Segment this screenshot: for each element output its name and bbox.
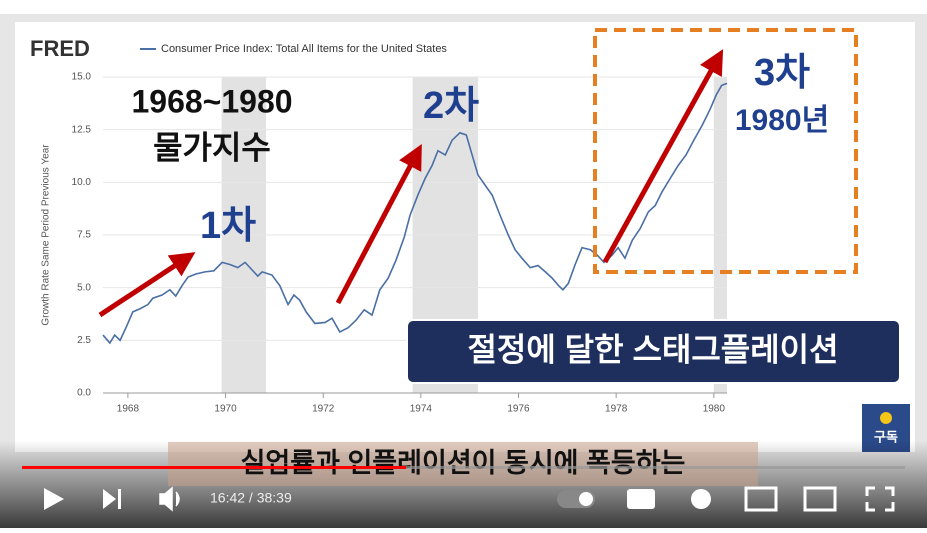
phase-label: 1차 — [200, 205, 256, 247]
x-tick-label: 1976 — [507, 404, 530, 415]
play-button[interactable] — [44, 488, 64, 510]
y-tick-label: 2.5 — [77, 335, 91, 346]
legend-label: Consumer Price Index: Total All Items fo… — [161, 43, 447, 55]
y-axis-label: Growth Rate Same Period Previous Year — [41, 144, 52, 326]
time-display: 16:42 / 38:39 — [210, 490, 292, 506]
y-tick-label: 0.0 — [77, 388, 91, 399]
x-tick-label: 1980 — [703, 404, 726, 415]
bulb-icon — [880, 412, 892, 424]
progress-track[interactable] — [22, 466, 905, 469]
arrow — [602, 49, 724, 264]
x-tick-label: 1972 — [312, 404, 335, 415]
y-tick-label: 12.5 — [72, 124, 92, 135]
x-tick-label: 1968 — [117, 404, 140, 415]
theater-button[interactable] — [803, 486, 837, 512]
heading-line: 1968~1980 — [131, 83, 292, 119]
phase-year: 1980년 — [735, 104, 829, 137]
miniplayer-button[interactable] — [744, 486, 778, 512]
fred-logo: FRED — [30, 36, 90, 61]
y-tick-label: 10.0 — [72, 177, 92, 188]
y-tick-label: 7.5 — [77, 230, 91, 241]
toggle-knob — [579, 492, 593, 506]
heading-line: 물가지수 — [153, 129, 271, 165]
y-tick-label: 5.0 — [77, 282, 91, 293]
caption: 실업률과 인플레이션이 동시에 폭등하는 — [241, 448, 686, 478]
y-tick-label: 15.0 — [72, 72, 92, 83]
x-tick-label: 1978 — [605, 404, 628, 415]
x-tick-label: 1974 — [410, 404, 433, 415]
series-line — [102, 82, 728, 345]
fullscreen-button[interactable] — [865, 486, 895, 512]
settings-button[interactable] — [691, 489, 711, 509]
arrow — [98, 252, 196, 318]
next-button[interactable] — [103, 489, 121, 509]
progress-played — [22, 466, 406, 469]
arrow — [335, 143, 422, 305]
caption-bg — [168, 442, 758, 486]
volume-button[interactable] — [159, 486, 180, 512]
highlight-box — [593, 28, 858, 274]
phase-label: 2차 — [423, 85, 479, 127]
banner — [406, 319, 901, 384]
x-tick-label: 1970 — [214, 404, 237, 415]
banner-text: 절정에 달한 스태그플레이션 — [467, 331, 838, 367]
subtitles-button[interactable] — [627, 489, 655, 509]
phase-label: 3차 — [754, 52, 810, 94]
